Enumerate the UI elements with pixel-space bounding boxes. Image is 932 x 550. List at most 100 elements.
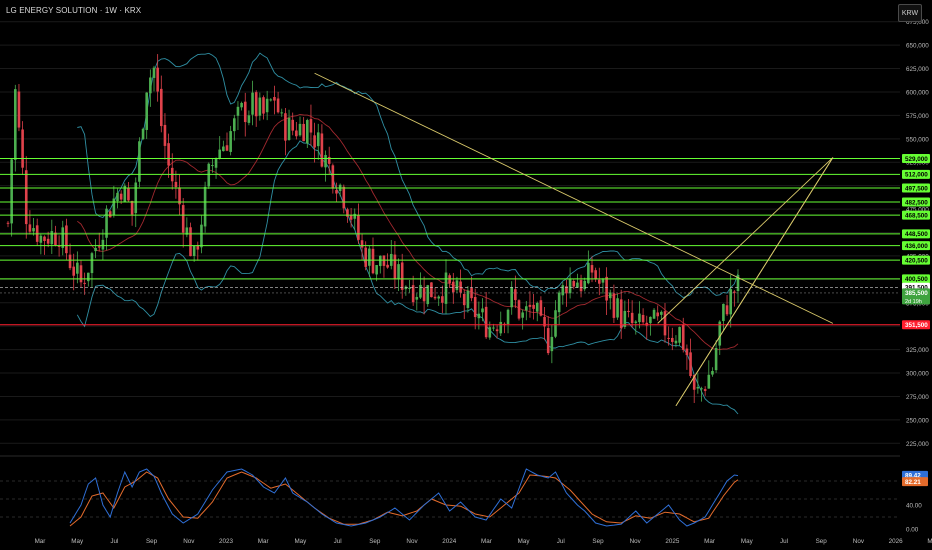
candle-body <box>703 389 707 391</box>
candle-body <box>28 224 32 232</box>
candle-body <box>572 280 576 287</box>
candle-body <box>692 375 696 390</box>
stoch-readout-label: 82.21 <box>905 479 921 486</box>
price-tick-label: 625,000 <box>906 66 929 73</box>
candle-body <box>72 266 75 276</box>
candle-body <box>543 316 546 327</box>
price-tick-label: 225,000 <box>906 441 929 448</box>
candle-body <box>433 296 437 299</box>
time-tick-label: Sep <box>592 538 604 545</box>
candle-body <box>375 265 378 275</box>
candle-body <box>539 300 543 316</box>
candle-body <box>273 97 276 101</box>
candle-body <box>87 272 90 282</box>
level-tag-label: 385,500 <box>905 290 928 297</box>
grid-lines <box>0 21 900 444</box>
candle-body <box>346 209 349 217</box>
time-tick-label: Jul <box>334 538 342 545</box>
candle-body <box>97 246 101 248</box>
candle-body <box>17 91 21 128</box>
level-tag <box>902 197 930 207</box>
candle-body <box>269 99 273 101</box>
candle-body <box>444 272 448 304</box>
candle-body <box>663 311 667 336</box>
candle-body <box>94 247 97 252</box>
level-tag <box>902 229 930 239</box>
candle-body <box>335 190 338 194</box>
candle-body <box>397 264 400 280</box>
level-tag-label: 497,500 <box>905 185 928 192</box>
candle-body <box>404 286 408 290</box>
candle-body <box>521 312 524 318</box>
candle-body <box>145 92 148 130</box>
price-tick-label: 575,000 <box>906 113 929 120</box>
candle-body <box>656 312 659 317</box>
candle-body <box>247 115 251 123</box>
candle-body <box>101 239 105 250</box>
bollinger-basis <box>77 114 739 351</box>
candle-body <box>254 92 258 117</box>
candle-body <box>207 163 211 187</box>
time-tick-label: May <box>518 538 531 545</box>
candle-body <box>532 304 535 309</box>
candle-body <box>492 327 495 329</box>
candle-body <box>561 285 565 296</box>
candle-body <box>167 143 170 166</box>
candle-body <box>306 120 309 144</box>
time-tick-label: 2026 <box>889 538 904 545</box>
level-tag-label: 468,500 <box>905 212 928 219</box>
candle-body <box>105 208 108 238</box>
candle-body <box>76 262 79 274</box>
time-tick-label: Mar <box>258 538 269 545</box>
candle-body <box>660 311 663 315</box>
level-tag-label: 351,500 <box>905 322 928 329</box>
candle-body <box>243 101 247 123</box>
price-tick-label: 600,000 <box>906 89 929 96</box>
level-tag <box>902 210 930 220</box>
level-tag-label: 482,500 <box>905 199 928 206</box>
candle-body <box>342 186 346 209</box>
candle-body <box>652 309 656 319</box>
candle-body <box>722 303 725 322</box>
candle-body <box>627 310 630 312</box>
candle-body <box>415 296 419 300</box>
time-tick-label: May <box>294 538 307 545</box>
candle-body <box>287 117 291 140</box>
time-tick-label: Nov <box>183 538 195 545</box>
candle-body <box>295 130 298 137</box>
candle-body <box>441 296 444 303</box>
currency-button[interactable]: KRW <box>898 4 922 22</box>
stoch-k-line <box>69 468 739 527</box>
candle-body <box>61 227 65 248</box>
price-tick-label: 275,000 <box>906 394 929 401</box>
level-tag-label: 391,500 <box>905 285 928 292</box>
candle-body <box>218 149 221 158</box>
candle-body <box>349 214 353 220</box>
candle-body <box>462 293 466 306</box>
candle-body <box>127 188 130 201</box>
candle-body <box>481 308 484 313</box>
candle-body <box>408 287 411 289</box>
candle-body <box>689 352 692 377</box>
candle-body <box>83 282 86 284</box>
candle-body <box>590 265 594 273</box>
candle-body <box>681 324 685 350</box>
candle-body <box>452 281 455 293</box>
time-axis[interactable]: Mar May Jul Sep Nov 2023 Mar May Jul Sep Nov 2024 Ma… <box>35 538 932 545</box>
candle-body <box>371 248 375 274</box>
candle-body <box>557 292 561 313</box>
trendline <box>314 72 834 324</box>
candle-body <box>605 276 608 301</box>
candle-body <box>495 329 499 332</box>
candle-body <box>6 222 10 224</box>
candle-body <box>470 288 473 299</box>
candle-body <box>360 240 364 248</box>
candle-body <box>119 193 123 200</box>
candle-body <box>108 211 112 218</box>
time-tick-label: Jul <box>557 538 565 545</box>
time-tick-label: 2024 <box>442 538 457 545</box>
level-tag-label: 420,500 <box>905 257 928 264</box>
candle-body <box>68 254 72 269</box>
candle-body <box>134 182 138 214</box>
